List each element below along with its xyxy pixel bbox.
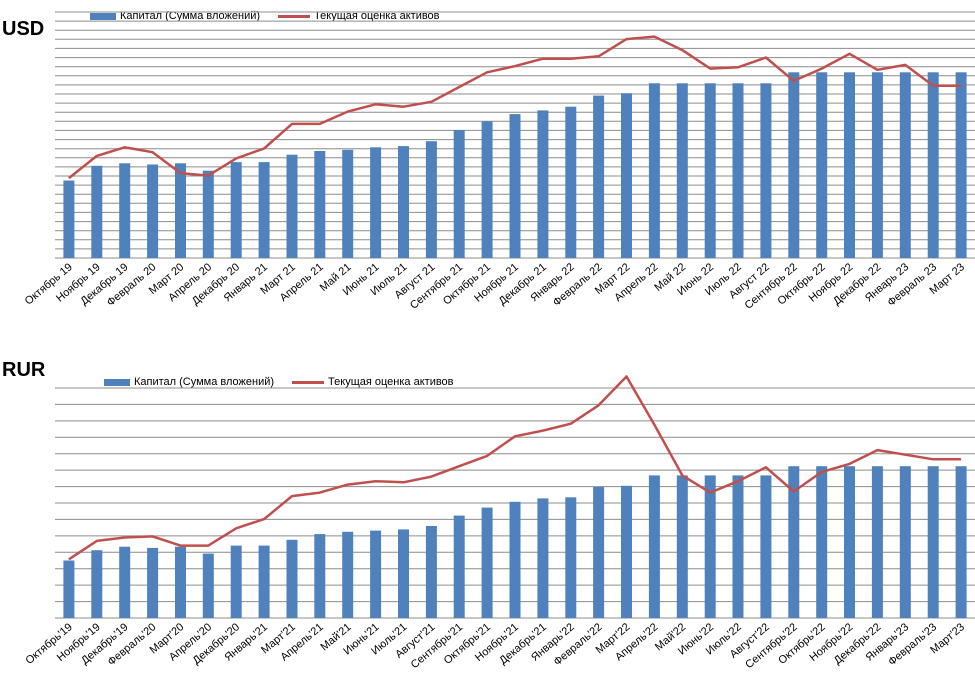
bar — [537, 498, 549, 618]
legend-swatch-line — [292, 380, 325, 384]
legend-label-assets: Текущая оценка активов — [328, 376, 454, 388]
bar — [370, 530, 382, 618]
bar — [816, 72, 828, 258]
bar — [732, 475, 744, 618]
bar — [202, 170, 214, 258]
bar-series — [63, 72, 967, 259]
bar — [258, 162, 270, 258]
bar-series — [63, 466, 967, 619]
bar — [537, 110, 549, 259]
legend-label-assets: Текущая оценка активов — [314, 10, 440, 22]
bar — [816, 466, 828, 618]
chart-legend: Капитал (Сумма вложений) Текущая оценка … — [104, 376, 472, 388]
bar — [230, 545, 242, 618]
bar — [844, 466, 855, 618]
bar — [955, 72, 967, 258]
bar — [593, 95, 605, 258]
bar — [91, 165, 103, 259]
bar — [342, 149, 354, 258]
bar — [899, 466, 911, 618]
bar — [621, 93, 632, 258]
bar — [481, 507, 493, 618]
bar — [175, 163, 186, 258]
bar — [370, 147, 382, 258]
bar — [927, 466, 939, 618]
bar — [342, 531, 354, 619]
bar — [147, 547, 159, 618]
rur-chart-plot: Октябрь'19Ноябрь'19Декабрь'19Февраль'20М… — [23, 375, 975, 671]
rur-chart-panel: RUR Капитал (Сумма вложений) Текущая оце… — [0, 350, 975, 691]
bar — [565, 106, 577, 258]
bar — [648, 475, 660, 618]
bar — [676, 83, 688, 258]
bar — [425, 141, 437, 258]
bar — [676, 475, 688, 618]
bar — [453, 515, 465, 618]
bar — [63, 180, 75, 258]
bar — [147, 164, 159, 258]
line-series — [68, 375, 962, 561]
bar — [648, 83, 660, 258]
bar — [593, 486, 605, 618]
legend-item-assets: Текущая оценка активов — [278, 10, 440, 22]
legend-swatch-line — [278, 14, 311, 18]
bar — [899, 72, 911, 258]
bar — [760, 475, 772, 618]
bar — [314, 534, 326, 618]
line-series — [68, 35, 962, 180]
bar — [509, 501, 521, 618]
chart-title: USD — [2, 18, 45, 40]
legend-item-capital: Капитал (Сумма вложений) — [90, 10, 260, 22]
bar — [509, 114, 521, 258]
bar — [258, 545, 270, 618]
bar — [481, 121, 493, 258]
legend-swatch-bar — [90, 12, 116, 20]
bar — [871, 72, 883, 258]
bar — [732, 83, 744, 258]
bar — [425, 526, 437, 618]
bar — [286, 154, 298, 258]
bar — [63, 560, 75, 618]
bar — [955, 466, 967, 618]
chart-legend: Капитал (Сумма вложений) Текущая оценка … — [90, 10, 458, 22]
bar — [871, 466, 883, 618]
bar — [398, 146, 409, 258]
bar — [119, 163, 131, 258]
bar — [788, 466, 800, 618]
bar — [621, 485, 632, 619]
legend-swatch-bar — [104, 378, 130, 386]
bar — [453, 130, 465, 258]
bar — [230, 162, 242, 258]
legend-item-assets: Текущая оценка активов — [292, 376, 454, 388]
bar — [202, 553, 214, 618]
bar — [398, 529, 409, 618]
bar — [704, 475, 716, 618]
usd-chart-panel: USD Капитал (Сумма вложений) Текущая оце… — [0, 0, 975, 340]
bar — [788, 72, 800, 258]
bar — [91, 550, 103, 618]
bar — [760, 83, 772, 258]
bar — [175, 546, 186, 618]
legend-item-capital: Капитал (Сумма вложений) — [104, 376, 274, 388]
x-tick-labels: Октябрь'19Ноябрь'19Декабрь'19Февраль'20М… — [23, 621, 967, 671]
bar — [565, 497, 577, 619]
bar — [314, 151, 326, 258]
bar — [119, 546, 131, 618]
bar — [844, 72, 855, 258]
bar — [286, 539, 298, 618]
legend-label-capital: Капитал (Сумма вложений) — [120, 10, 261, 22]
bar — [927, 72, 939, 258]
chart-title: RUR — [2, 359, 46, 381]
bar — [704, 83, 716, 258]
legend-label-capital: Капитал (Сумма вложений) — [134, 376, 275, 388]
